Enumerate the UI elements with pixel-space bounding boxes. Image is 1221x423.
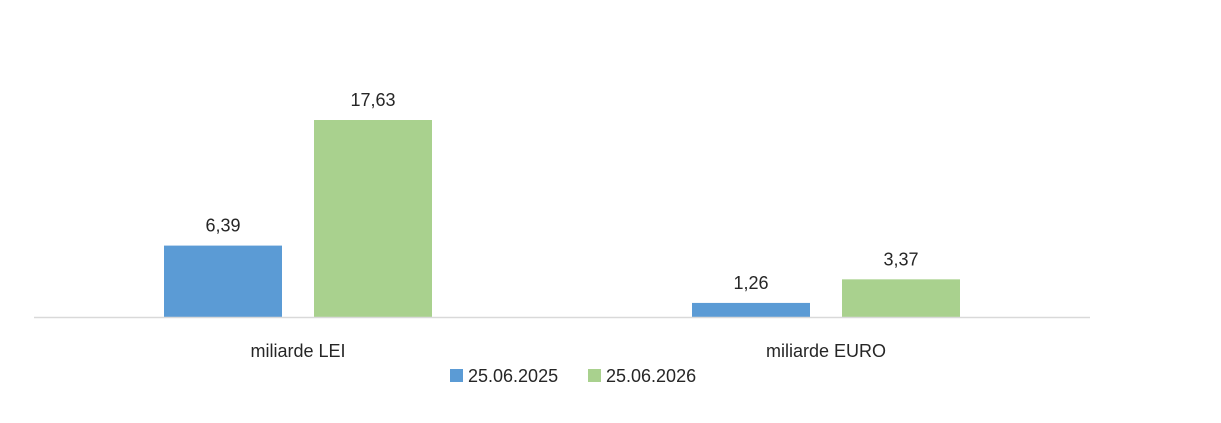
value-labels-group: 6,39 17,63 1,26 3,37 bbox=[205, 90, 918, 293]
data-label: 17,63 bbox=[350, 90, 395, 110]
data-label: 1,26 bbox=[733, 273, 768, 293]
legend: 25.06.2025 25.06.2026 bbox=[450, 366, 696, 386]
bar-miliarde-lei-25.06.2025 bbox=[164, 245, 282, 317]
legend-swatch bbox=[450, 369, 463, 382]
bar-miliarde-lei-25.06.2026 bbox=[314, 120, 432, 317]
data-label: 3,37 bbox=[883, 249, 918, 269]
category-labels-group: miliarde LEI miliarde EURO bbox=[250, 341, 886, 361]
legend-label: 25.06.2025 bbox=[468, 366, 558, 386]
category-label: miliarde LEI bbox=[250, 341, 345, 361]
data-label: 6,39 bbox=[205, 216, 240, 236]
bar-miliarde-euro-25.06.2025 bbox=[692, 302, 810, 317]
bar-miliarde-euro-25.06.2026 bbox=[842, 279, 960, 317]
legend-swatch bbox=[588, 369, 601, 382]
legend-label: 25.06.2026 bbox=[606, 366, 696, 386]
category-label: miliarde EURO bbox=[766, 341, 886, 361]
bars-group bbox=[164, 120, 960, 317]
